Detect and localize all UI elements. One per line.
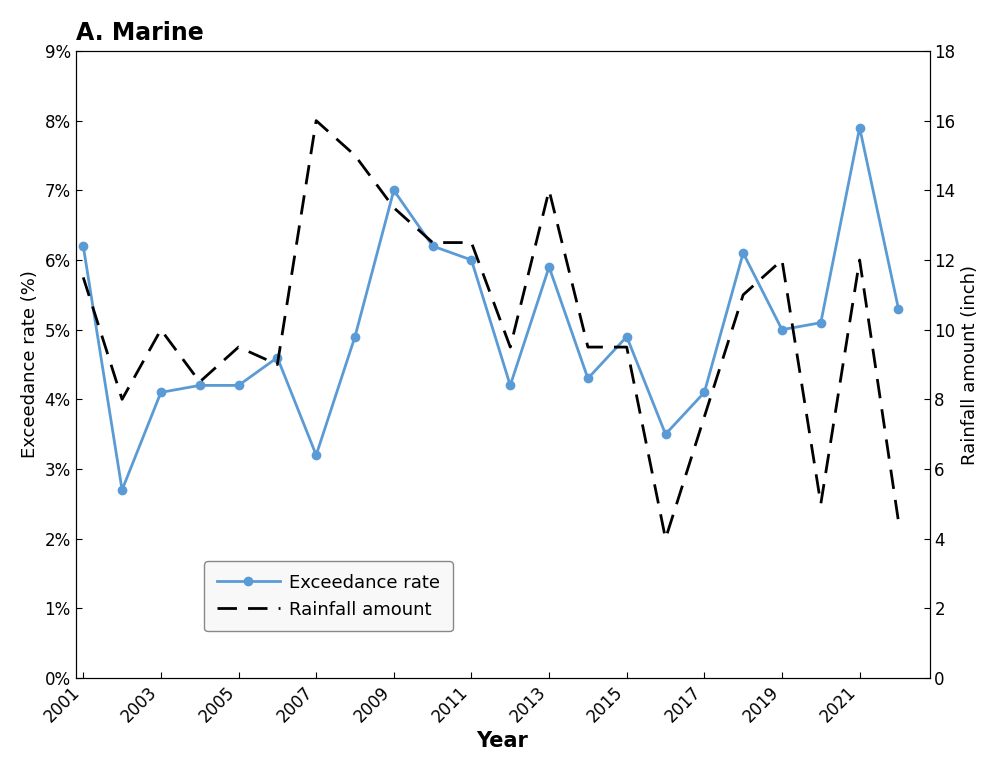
Exceedance rate [776,325,788,334]
Exceedance rate [815,318,827,327]
Line: Exceedance rate: Exceedance rate [79,124,903,494]
Rainfall amount [660,534,672,543]
Exceedance rate [854,123,866,132]
Rainfall amount [271,360,283,369]
Exceedance rate [77,242,89,251]
Rainfall amount [776,256,788,265]
Exceedance rate [194,381,206,390]
Rainfall amount [116,394,128,404]
Exceedance rate [116,486,128,495]
Exceedance rate [388,186,400,195]
Rainfall amount [427,238,439,247]
Exceedance rate [543,262,555,272]
Rainfall amount [543,186,555,195]
Exceedance rate [233,381,245,390]
Exceedance rate [427,242,439,251]
Text: A. Marine: A. Marine [76,21,203,45]
Exceedance rate [349,332,361,341]
Rainfall amount [854,256,866,265]
Exceedance rate [621,332,633,341]
Exceedance rate [155,388,167,397]
Rainfall amount [194,378,206,387]
Rainfall amount [582,343,594,352]
Exceedance rate [737,249,749,258]
Rainfall amount [155,325,167,334]
Y-axis label: Rainfall amount (inch): Rainfall amount (inch) [961,265,979,465]
Exceedance rate [310,450,322,459]
Exceedance rate [582,374,594,383]
Rainfall amount [698,412,710,422]
Rainfall amount [349,151,361,160]
Exceedance rate [698,388,710,397]
Rainfall amount [504,343,516,352]
Rainfall amount [465,238,477,247]
Line: Rainfall amount: Rainfall amount [83,120,898,539]
Rainfall amount [737,290,749,300]
Rainfall amount [892,516,904,526]
Legend: Exceedance rate, Rainfall amount: Exceedance rate, Rainfall amount [204,561,453,631]
Y-axis label: Exceedance rate (%): Exceedance rate (%) [21,270,39,459]
Rainfall amount [815,499,827,509]
Exceedance rate [504,381,516,390]
Exceedance rate [465,256,477,265]
Rainfall amount [621,343,633,352]
Exceedance rate [660,429,672,438]
Rainfall amount [233,343,245,352]
Rainfall amount [77,273,89,282]
Rainfall amount [310,116,322,125]
Exceedance rate [892,304,904,313]
Exceedance rate [271,353,283,362]
X-axis label: Year: Year [477,731,528,751]
Rainfall amount [388,203,400,212]
